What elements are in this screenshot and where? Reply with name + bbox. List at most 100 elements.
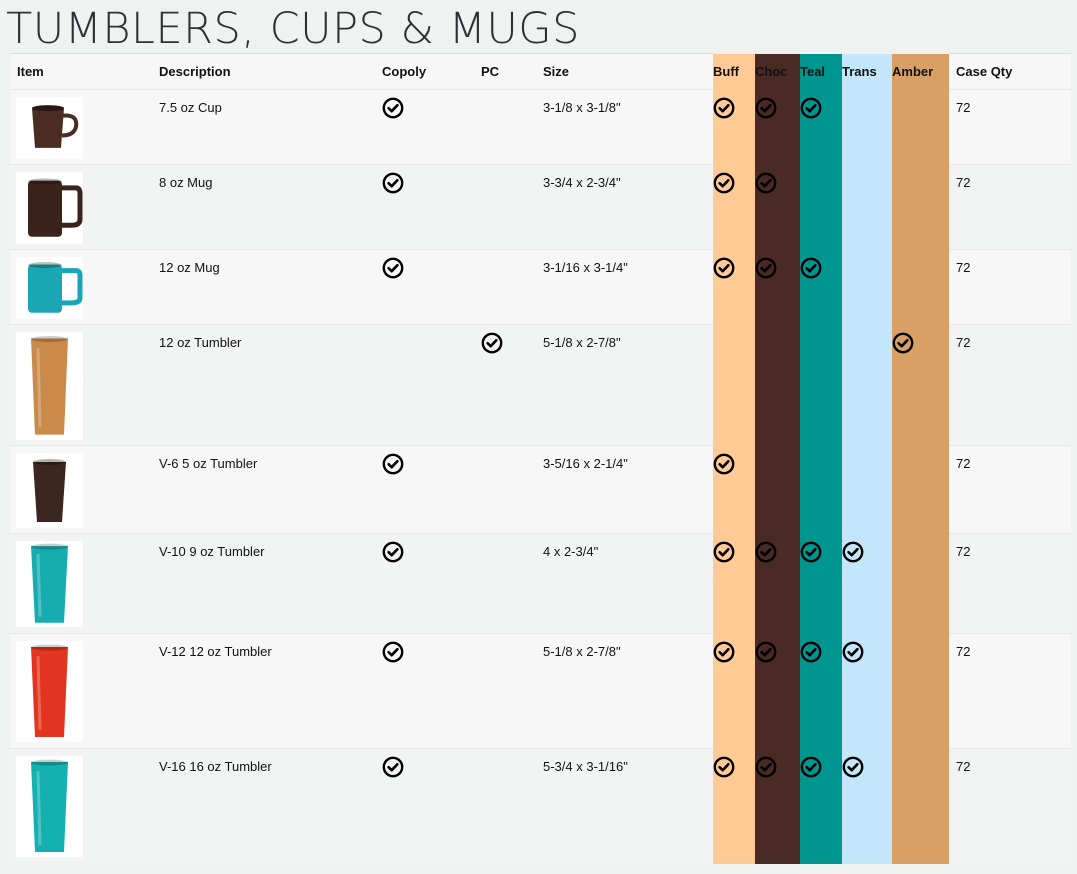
size-cell: 5-1/8 x 2-7/8": [536, 633, 713, 749]
table-row: V-10 9 oz Tumbler 4 x 2-3/4" 72: [10, 533, 1071, 634]
trans-cell: [842, 324, 892, 446]
product-image: [16, 641, 83, 742]
case-qty-cell: 72: [949, 164, 1071, 250]
table-row: V-12 12 oz Tumbler 5-1/8 x 2-7/8" 72: [10, 633, 1071, 749]
amber-cell: [892, 164, 949, 250]
trans-cell: [842, 89, 892, 165]
trans-cell: [842, 164, 892, 250]
size-cell: 3-1/16 x 3-1/4": [536, 249, 713, 325]
case-qty-cell: 72: [949, 324, 1071, 446]
check-circle-icon: [713, 453, 735, 475]
item-image-cell: [10, 533, 152, 634]
amber-cell: [892, 533, 949, 634]
table-row: 7.5 oz Cup 3-1/8 x 3-1/8" 72: [10, 89, 1071, 165]
table-row: 12 oz Tumbler 5-1/8 x 2-7/8" 72: [10, 324, 1071, 446]
product-image: [16, 453, 83, 528]
buff-cell: [713, 249, 755, 325]
item-image-cell: [10, 324, 152, 446]
amber-cell: [892, 324, 949, 446]
check-circle-icon: [755, 97, 777, 119]
teal-cell: [800, 249, 842, 325]
item-image-cell: [10, 633, 152, 749]
check-circle-icon: [842, 541, 864, 563]
pc-cell: [474, 445, 536, 534]
item-image-cell: [10, 89, 152, 165]
case-qty-cell: 72: [949, 249, 1071, 325]
check-circle-icon: [800, 541, 822, 563]
check-circle-icon: [800, 641, 822, 663]
check-circle-icon: [382, 541, 404, 563]
buff-cell: [713, 748, 755, 864]
size-cell: 5-1/8 x 2-7/8": [536, 324, 713, 446]
product-image: [16, 172, 83, 244]
pc-cell: [474, 89, 536, 165]
size-cell: 4 x 2-3/4": [536, 533, 713, 634]
check-circle-icon: [713, 97, 735, 119]
check-circle-icon: [382, 756, 404, 778]
choc-cell: [755, 249, 800, 325]
choc-cell: [755, 324, 800, 446]
copoly-cell: [375, 633, 474, 749]
buff-cell: [713, 324, 755, 446]
check-circle-icon: [842, 641, 864, 663]
trans-cell: [842, 748, 892, 864]
teal-cell: [800, 748, 842, 864]
choc-cell: [755, 445, 800, 534]
item-image-cell: [10, 445, 152, 534]
product-image: [16, 756, 83, 857]
table-row: V-16 16 oz Tumbler 5-3/4 x 3-1/16" 72: [10, 748, 1071, 864]
product-image: [16, 257, 83, 319]
description-cell: 12 oz Mug: [152, 249, 375, 325]
header-teal: Teal: [800, 53, 842, 90]
copoly-cell: [375, 89, 474, 165]
case-qty-cell: 72: [949, 633, 1071, 749]
case-qty-cell: 72: [949, 748, 1071, 864]
copoly-cell: [375, 533, 474, 634]
check-circle-icon: [755, 172, 777, 194]
check-circle-icon: [713, 541, 735, 563]
case-qty-cell: 72: [949, 445, 1071, 534]
check-circle-icon: [382, 453, 404, 475]
buff-cell: [713, 445, 755, 534]
header-case-qty: Case Qty: [949, 53, 1071, 90]
check-circle-icon: [800, 756, 822, 778]
product-table: Item Description Copoly PC Size Buff Cho…: [10, 53, 1071, 864]
check-circle-icon: [481, 332, 503, 354]
item-image-cell: [10, 164, 152, 250]
header-copoly: Copoly: [375, 53, 474, 90]
check-circle-icon: [382, 641, 404, 663]
product-image: [16, 332, 83, 440]
amber-cell: [892, 633, 949, 749]
header-pc: PC: [474, 53, 536, 90]
teal-cell: [800, 89, 842, 165]
copoly-cell: [375, 748, 474, 864]
check-circle-icon: [713, 257, 735, 279]
check-circle-icon: [382, 97, 404, 119]
check-circle-icon: [382, 172, 404, 194]
check-circle-icon: [842, 756, 864, 778]
check-circle-icon: [713, 172, 735, 194]
buff-cell: [713, 633, 755, 749]
table-row: 8 oz Mug 3-3/4 x 2-3/4" 72: [10, 164, 1071, 250]
pc-cell: [474, 748, 536, 864]
size-cell: 5-3/4 x 3-1/16": [536, 748, 713, 864]
description-cell: 12 oz Tumbler: [152, 324, 375, 446]
copoly-cell: [375, 164, 474, 250]
choc-cell: [755, 633, 800, 749]
check-circle-icon: [755, 756, 777, 778]
check-circle-icon: [755, 541, 777, 563]
teal-cell: [800, 324, 842, 446]
header-trans: Trans: [842, 53, 892, 90]
trans-cell: [842, 445, 892, 534]
description-cell: V-16 16 oz Tumbler: [152, 748, 375, 864]
description-cell: V-6 5 oz Tumbler: [152, 445, 375, 534]
trans-cell: [842, 533, 892, 634]
check-circle-icon: [800, 257, 822, 279]
table-row: 12 oz Mug 3-1/16 x 3-1/4" 72: [10, 249, 1071, 325]
description-cell: V-10 9 oz Tumbler: [152, 533, 375, 634]
header-description: Description: [152, 53, 375, 90]
check-circle-icon: [800, 97, 822, 119]
product-image: [16, 541, 83, 627]
item-image-cell: [10, 748, 152, 864]
header-buff: Buff: [713, 53, 755, 90]
